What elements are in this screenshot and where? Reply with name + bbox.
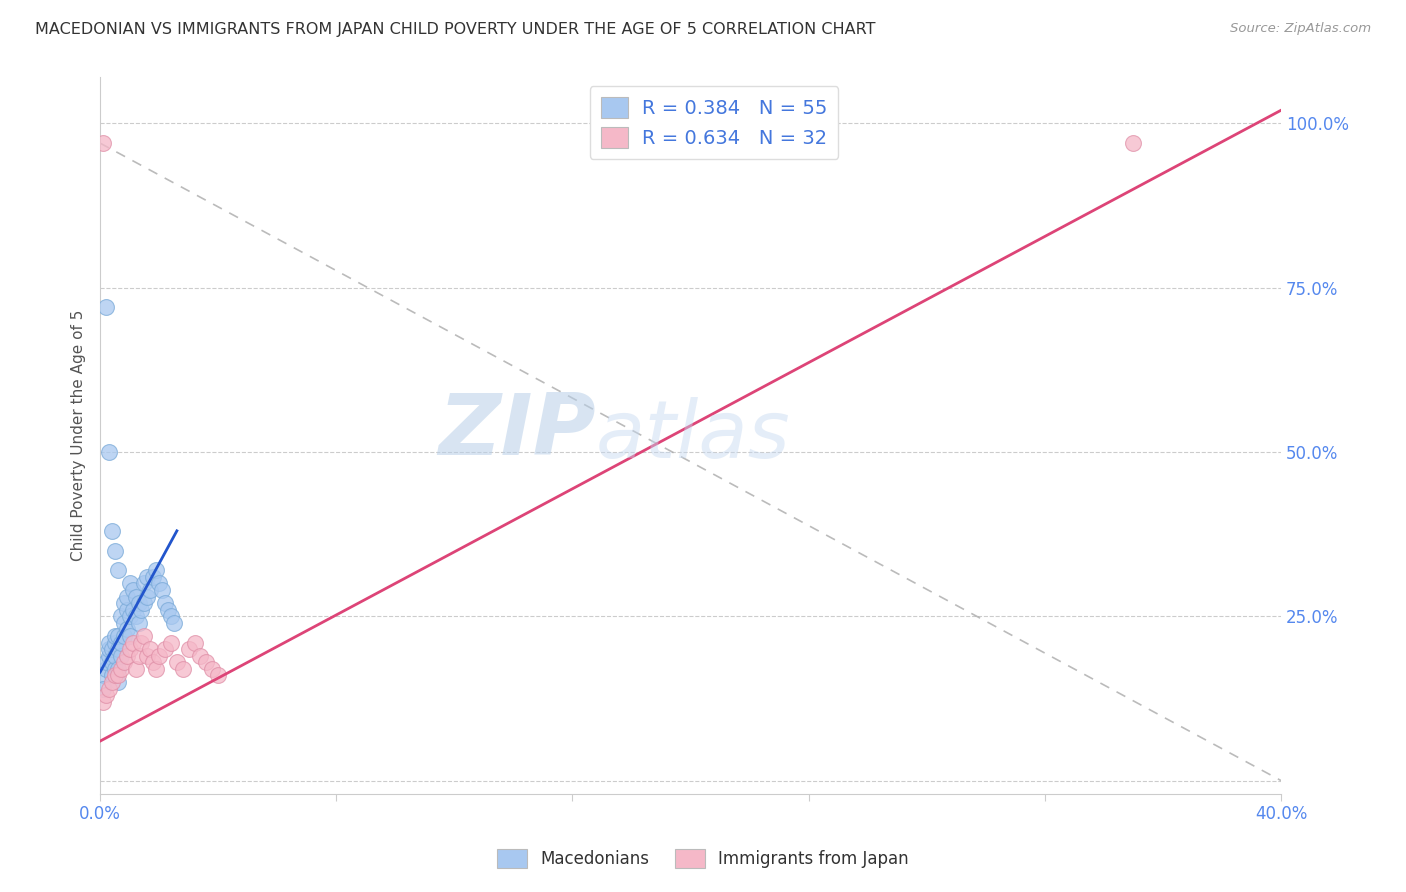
Point xyxy=(112,629,135,643)
Point xyxy=(101,668,124,682)
Point xyxy=(190,648,212,663)
Point xyxy=(153,596,176,610)
Point xyxy=(115,590,138,604)
Point xyxy=(121,635,143,649)
Point xyxy=(131,635,153,649)
Point xyxy=(107,675,129,690)
Point xyxy=(91,695,114,709)
Point xyxy=(107,642,129,657)
Point xyxy=(142,655,165,669)
Point xyxy=(136,590,159,604)
Point xyxy=(94,655,117,669)
Point xyxy=(150,582,173,597)
Point xyxy=(107,662,129,676)
Legend: Macedonians, Immigrants from Japan: Macedonians, Immigrants from Japan xyxy=(491,842,915,875)
Point xyxy=(115,648,138,663)
Point xyxy=(107,668,129,682)
Text: MACEDONIAN VS IMMIGRANTS FROM JAPAN CHILD POVERTY UNDER THE AGE OF 5 CORRELATION: MACEDONIAN VS IMMIGRANTS FROM JAPAN CHIL… xyxy=(35,22,876,37)
Point xyxy=(160,635,183,649)
Text: ZIP: ZIP xyxy=(439,391,596,474)
Point xyxy=(139,642,162,657)
Point xyxy=(145,563,167,577)
Point xyxy=(195,655,218,669)
Point xyxy=(121,603,143,617)
Point xyxy=(104,635,127,649)
Point xyxy=(153,642,176,657)
Point xyxy=(104,543,127,558)
Point xyxy=(101,524,124,538)
Point xyxy=(166,655,188,669)
Point xyxy=(142,570,165,584)
Point xyxy=(134,629,156,643)
Point xyxy=(121,582,143,597)
Point xyxy=(128,596,150,610)
Point xyxy=(107,629,129,643)
Point xyxy=(172,662,194,676)
Point xyxy=(160,609,183,624)
Point xyxy=(128,648,150,663)
Point xyxy=(110,609,132,624)
Point xyxy=(98,642,121,657)
Point xyxy=(91,668,114,682)
Point xyxy=(157,603,180,617)
Text: Source: ZipAtlas.com: Source: ZipAtlas.com xyxy=(1230,22,1371,36)
Point xyxy=(112,596,135,610)
Point xyxy=(145,662,167,676)
Point xyxy=(183,635,205,649)
Point xyxy=(118,576,141,591)
Point xyxy=(112,655,135,669)
Point xyxy=(98,681,121,696)
Point xyxy=(118,629,141,643)
Point xyxy=(124,590,146,604)
Point xyxy=(134,596,156,610)
Point xyxy=(124,662,146,676)
Point xyxy=(94,662,117,676)
Point xyxy=(104,648,127,663)
Point xyxy=(128,615,150,630)
Point xyxy=(148,648,170,663)
Point xyxy=(201,662,224,676)
Point xyxy=(134,576,156,591)
Point xyxy=(112,615,135,630)
Point xyxy=(98,635,121,649)
Point xyxy=(207,668,229,682)
Point xyxy=(91,136,114,150)
Point xyxy=(91,681,114,696)
Point xyxy=(177,642,200,657)
Point xyxy=(101,642,124,657)
Text: atlas: atlas xyxy=(596,397,790,475)
Point xyxy=(101,655,124,669)
Legend: R = 0.384   N = 55, R = 0.634   N = 32: R = 0.384 N = 55, R = 0.634 N = 32 xyxy=(591,87,838,159)
Point xyxy=(139,582,162,597)
Point xyxy=(115,623,138,637)
Point xyxy=(98,648,121,663)
Point xyxy=(101,675,124,690)
Point xyxy=(104,662,127,676)
Point xyxy=(136,570,159,584)
Point xyxy=(94,301,117,315)
Point xyxy=(131,603,153,617)
Point xyxy=(110,662,132,676)
Point xyxy=(136,648,159,663)
Point xyxy=(104,668,127,682)
Point xyxy=(1122,136,1144,150)
Point xyxy=(98,445,121,459)
Point xyxy=(118,642,141,657)
Point xyxy=(163,615,186,630)
Y-axis label: Child Poverty Under the Age of 5: Child Poverty Under the Age of 5 xyxy=(72,310,86,561)
Point xyxy=(148,576,170,591)
Point xyxy=(107,563,129,577)
Point xyxy=(110,635,132,649)
Point xyxy=(104,629,127,643)
Point xyxy=(124,609,146,624)
Point xyxy=(110,648,132,663)
Point xyxy=(94,688,117,702)
Point xyxy=(115,603,138,617)
Point xyxy=(118,609,141,624)
